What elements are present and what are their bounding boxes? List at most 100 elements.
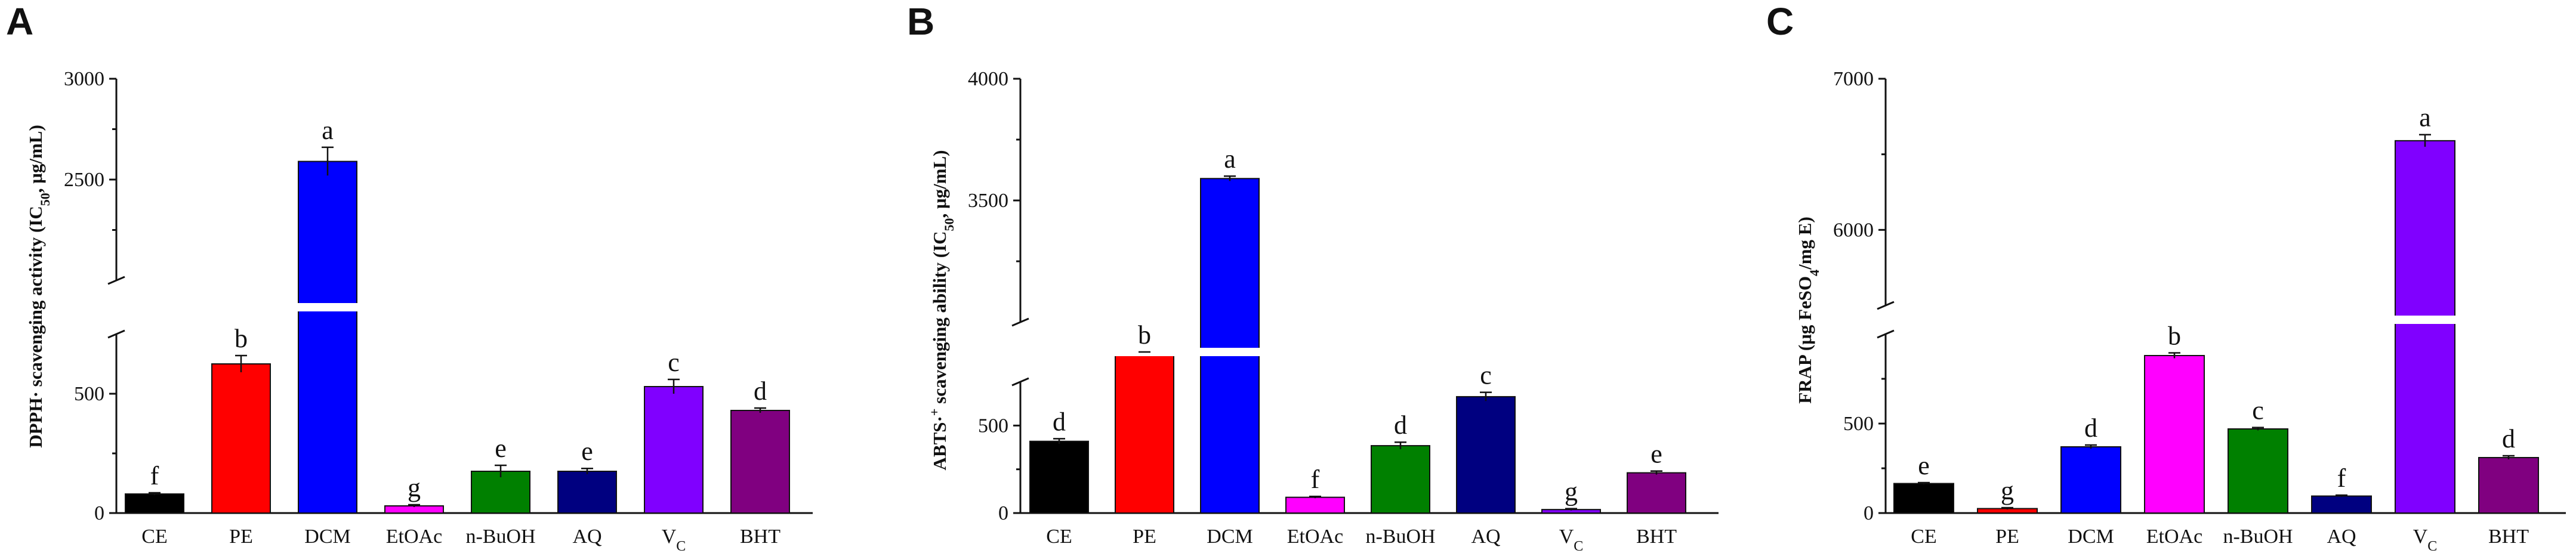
significance-letter: d xyxy=(2502,424,2515,453)
y-axis-title: FRAP (μg FeSO4/mg E) xyxy=(1794,217,1822,404)
x-tick-label: EtOAc xyxy=(1287,526,1343,548)
bar-bht xyxy=(2478,457,2539,514)
significance-letter: f xyxy=(150,461,159,490)
bar-break-gap xyxy=(1199,348,1261,356)
bar-vc xyxy=(644,386,704,514)
significance-letter: d xyxy=(2084,413,2097,443)
significance-letter: d xyxy=(1053,407,1066,436)
axis-break-mark xyxy=(1011,317,1029,327)
significance-letter: g xyxy=(1565,477,1578,506)
bar-aq xyxy=(557,471,617,514)
significance-letter: a xyxy=(2419,103,2431,132)
error-bar xyxy=(581,467,593,474)
y-tick-label: 7000 xyxy=(1833,68,1874,90)
bar-bht xyxy=(1627,472,1686,514)
panel-letter: C xyxy=(1766,0,1794,43)
error-bar xyxy=(1480,391,1492,401)
error-bar xyxy=(2168,352,2180,359)
significance-letter: f xyxy=(2337,464,2346,493)
bar-etoac xyxy=(1285,496,1345,514)
bar-dcm xyxy=(2060,446,2121,514)
y-tick-label: 2500 xyxy=(64,169,104,191)
x-tick-label: n-BuOH xyxy=(1365,526,1435,548)
significance-letter: b xyxy=(235,324,248,353)
x-tick-label: AQ xyxy=(572,526,601,548)
significance-letter: g xyxy=(2001,476,2014,505)
error-bar xyxy=(408,504,420,507)
bar-break-gap xyxy=(297,303,359,311)
error-bar xyxy=(1053,438,1065,444)
y-tick-label: 6000 xyxy=(1833,219,1874,241)
axis-break-mark xyxy=(107,276,125,285)
error-bar xyxy=(1224,175,1236,181)
x-tick-label: PE xyxy=(1995,526,2019,548)
error-bar xyxy=(1395,441,1406,449)
x-tick-label: VC xyxy=(662,526,686,554)
panel-a: A DPPH· scavenging activity (IC50, μg/mL)… xyxy=(6,0,813,554)
axis-break-mark xyxy=(1877,301,1895,310)
y-axis-title: ABTS·+ scavenging ability (IC50, μg/mL) xyxy=(927,150,957,471)
error-bar xyxy=(235,354,247,372)
bar-ce xyxy=(1029,440,1089,514)
bar-dcm xyxy=(298,160,357,514)
bar-etoac xyxy=(2144,355,2205,514)
bar-dcm xyxy=(1200,178,1260,514)
x-tick-label: DCM xyxy=(304,526,350,548)
x-tick-label: BHT xyxy=(740,526,780,548)
x-tick-label: VC xyxy=(1559,526,1584,554)
significance-letter: b xyxy=(2168,322,2181,351)
x-tick-label: VC xyxy=(2413,526,2438,554)
error-bar xyxy=(2419,134,2431,147)
bar-n-buoh xyxy=(2228,428,2288,514)
x-tick-label: EtOAc xyxy=(386,526,442,548)
x-tick-label: n-BuOH xyxy=(2223,526,2293,548)
y-axis-title: DPPH· scavenging activity (IC50, μg/mL) xyxy=(25,125,53,448)
significance-letter: e xyxy=(1918,451,1930,480)
significance-letter: d xyxy=(754,376,767,406)
error-bar xyxy=(2085,444,2097,449)
axis-break-mark xyxy=(1877,329,1895,339)
x-tick-label: BHT xyxy=(1636,526,1677,548)
error-bar xyxy=(2503,455,2515,459)
error-bar xyxy=(1918,481,1930,484)
bar-ce xyxy=(1893,483,1954,514)
bar-aq xyxy=(2311,495,2372,514)
x-tick-label: CE xyxy=(141,526,167,548)
significance-letter: e xyxy=(1651,440,1662,469)
bar-pe xyxy=(1115,351,1174,514)
error-bar xyxy=(754,407,766,413)
x-tick-label: DCM xyxy=(1207,526,1252,548)
significance-letter: c xyxy=(668,348,680,377)
bar-ce xyxy=(125,493,184,514)
x-tick-label: EtOAc xyxy=(2146,526,2202,548)
error-bar xyxy=(495,464,507,477)
y-tick-label: 3500 xyxy=(968,190,1008,212)
y-tick-label: 0 xyxy=(998,502,1008,524)
y-tick-label: 500 xyxy=(978,415,1008,437)
y-tick-label: 4000 xyxy=(968,68,1008,90)
bar-vc xyxy=(2395,140,2455,514)
y-tick-label: 0 xyxy=(1864,502,1874,524)
error-bar xyxy=(2001,506,2013,509)
error-bar xyxy=(1565,508,1577,511)
error-bar xyxy=(2252,427,2264,431)
error-bar xyxy=(668,378,680,394)
panel-b: B ABTS·+ scavenging ability (IC50, μg/mL)… xyxy=(907,0,1719,554)
x-tick-label: n-BuOH xyxy=(465,526,535,548)
x-tick-label: AQ xyxy=(2327,526,2356,548)
error-bar xyxy=(149,492,161,495)
axis-break-mark xyxy=(107,329,125,339)
y-tick-label: 0 xyxy=(94,502,104,524)
error-bar xyxy=(1651,470,1662,475)
error-bar xyxy=(1309,495,1321,499)
significance-letter: a xyxy=(1224,144,1236,174)
significance-letter: c xyxy=(1480,361,1492,390)
error-bar xyxy=(322,146,334,176)
x-tick-label: AQ xyxy=(1471,526,1500,548)
bar-n-buoh xyxy=(471,471,530,514)
panel-letter: A xyxy=(6,0,33,43)
bar-break-gap xyxy=(2393,316,2457,324)
bar-aq xyxy=(1456,396,1516,514)
significance-letter: g xyxy=(408,473,421,502)
